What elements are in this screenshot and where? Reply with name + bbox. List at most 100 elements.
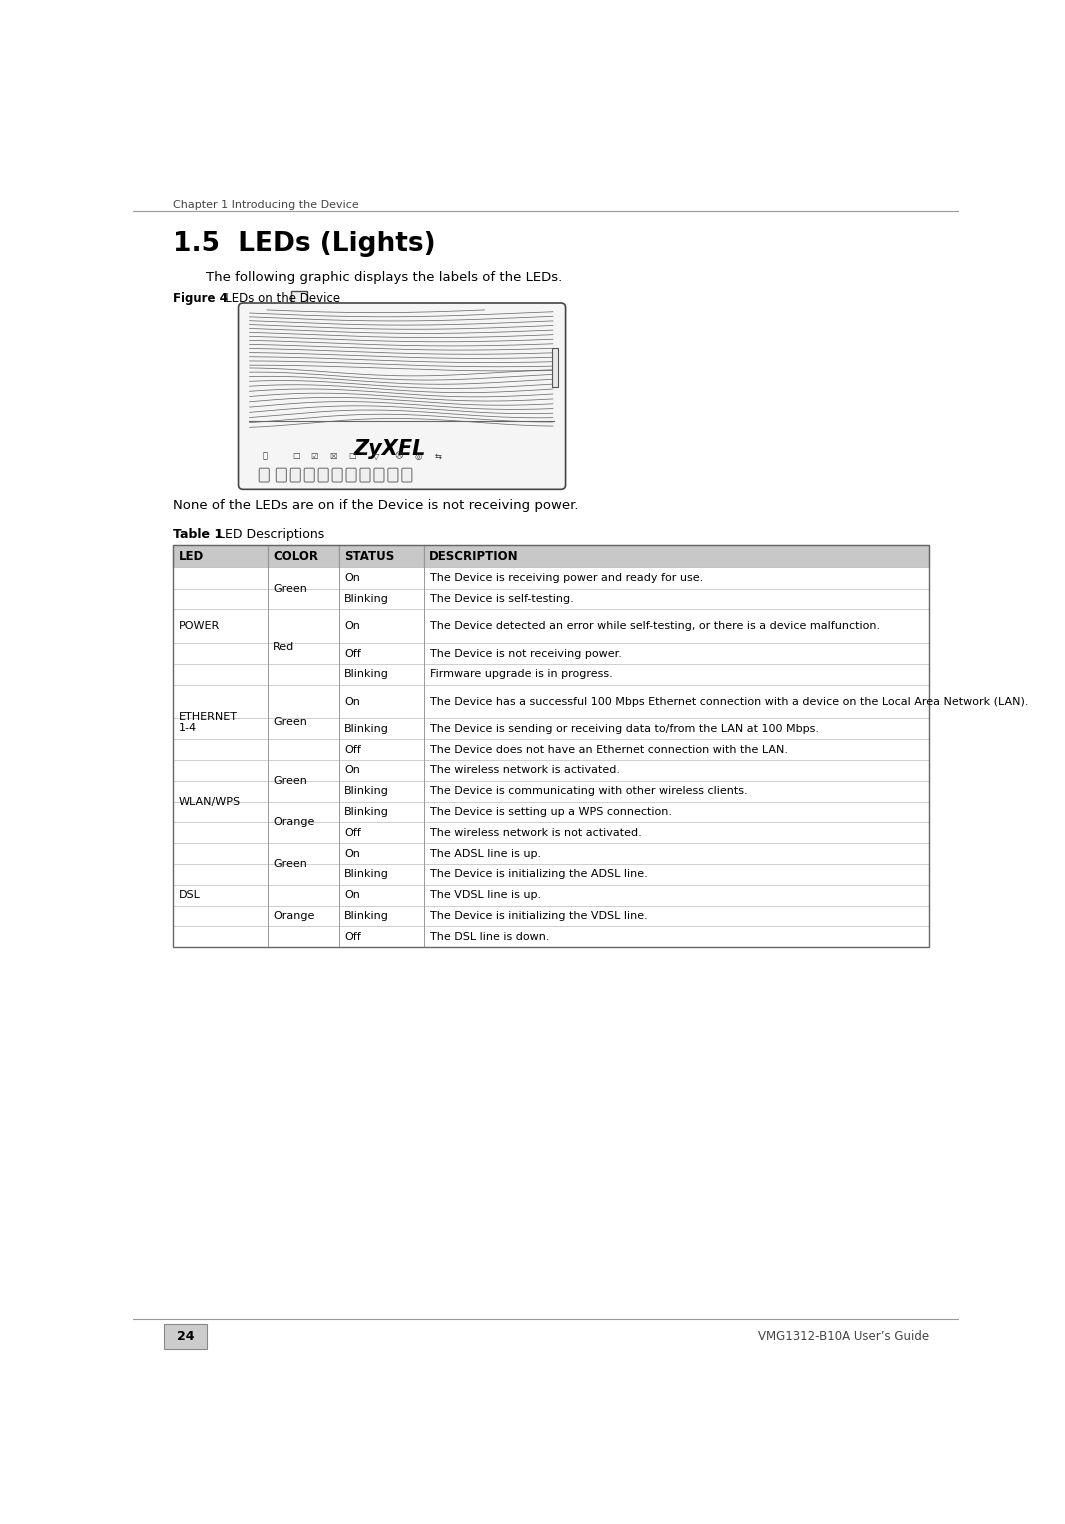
Text: Blinking: Blinking <box>344 594 389 604</box>
Bar <box>424 843 929 864</box>
Text: Blinking: Blinking <box>344 669 389 680</box>
Text: On: On <box>344 849 360 858</box>
Bar <box>424 684 929 718</box>
Bar <box>424 610 929 643</box>
Text: On: On <box>344 622 360 631</box>
Text: WLAN/WPS: WLAN/WPS <box>179 797 241 806</box>
Bar <box>174 760 268 780</box>
Text: Off: Off <box>344 649 361 658</box>
Bar <box>174 927 268 946</box>
FancyBboxPatch shape <box>239 303 566 489</box>
Text: LED Descriptions: LED Descriptions <box>206 527 324 541</box>
Text: Green: Green <box>274 776 307 786</box>
FancyBboxPatch shape <box>318 468 328 482</box>
Bar <box>174 905 268 927</box>
Bar <box>424 760 929 780</box>
Bar <box>339 905 424 927</box>
Text: Orange: Orange <box>274 817 314 828</box>
Text: ⏻: ⏻ <box>262 451 267 460</box>
Bar <box>291 291 307 308</box>
Text: Green: Green <box>274 584 307 594</box>
Bar <box>268 610 339 643</box>
Bar <box>339 843 424 864</box>
Bar <box>552 349 558 387</box>
Text: The Device is communicating with other wireless clients.: The Device is communicating with other w… <box>430 786 748 796</box>
Text: ETHERNET
1-4: ETHERNET 1-4 <box>179 712 237 733</box>
Bar <box>424 739 929 760</box>
Bar <box>268 684 339 718</box>
Bar <box>174 864 268 885</box>
Bar <box>174 610 268 643</box>
Bar <box>268 718 339 739</box>
Bar <box>268 905 339 927</box>
Bar <box>424 544 929 568</box>
Text: DSL: DSL <box>179 890 200 901</box>
Bar <box>174 802 268 823</box>
Text: ▽: ▽ <box>373 451 380 460</box>
Bar <box>174 843 268 864</box>
Bar <box>339 802 424 823</box>
Bar <box>268 568 339 588</box>
Text: VMG1312-B10A User’s Guide: VMG1312-B10A User’s Guide <box>758 1330 929 1343</box>
FancyBboxPatch shape <box>388 468 398 482</box>
Bar <box>339 544 424 568</box>
Bar <box>268 544 339 568</box>
Text: DESCRIPTION: DESCRIPTION <box>429 550 519 562</box>
Bar <box>339 780 424 802</box>
Text: The Device is sending or receiving data to/from the LAN at 100 Mbps.: The Device is sending or receiving data … <box>430 724 819 733</box>
Bar <box>339 643 424 664</box>
Bar <box>174 718 268 739</box>
Bar <box>339 823 424 843</box>
Bar <box>339 588 424 610</box>
Bar <box>174 664 268 684</box>
Text: 1.5  LEDs (Lights): 1.5 LEDs (Lights) <box>174 230 436 256</box>
Bar <box>268 843 339 864</box>
Bar <box>174 568 268 588</box>
Bar <box>268 739 339 760</box>
Text: Blinking: Blinking <box>344 869 389 879</box>
Text: The Device does not have an Ethernet connection with the LAN.: The Device does not have an Ethernet con… <box>430 745 788 754</box>
Bar <box>268 927 339 946</box>
Text: Green: Green <box>274 718 307 727</box>
Bar <box>268 864 339 885</box>
Text: The wireless network is not activated.: The wireless network is not activated. <box>430 828 641 838</box>
Text: The Device is initializing the VDSL line.: The Device is initializing the VDSL line… <box>430 911 648 920</box>
Text: Red: Red <box>274 642 295 652</box>
Bar <box>174 739 268 760</box>
Text: Off: Off <box>344 745 361 754</box>
Bar <box>268 823 339 843</box>
Text: COLOR: COLOR <box>274 550 318 562</box>
Text: Blinking: Blinking <box>344 911 389 920</box>
FancyBboxPatch shape <box>332 468 342 482</box>
Text: The Device is not receiving power.: The Device is not receiving power. <box>430 649 622 658</box>
FancyBboxPatch shape <box>305 468 314 482</box>
Bar <box>339 610 424 643</box>
Text: The Device is receiving power and ready for use.: The Device is receiving power and ready … <box>430 573 703 584</box>
Bar <box>424 927 929 946</box>
Text: ◎: ◎ <box>414 451 422 460</box>
FancyBboxPatch shape <box>402 468 412 482</box>
Text: The following graphic displays the labels of the LEDs.: The following graphic displays the label… <box>206 271 562 283</box>
Text: STATUS: STATUS <box>344 550 394 562</box>
Bar <box>268 664 339 684</box>
FancyBboxPatch shape <box>291 468 300 482</box>
Text: Green: Green <box>274 860 307 869</box>
Text: The Device is setting up a WPS connection.: The Device is setting up a WPS connectio… <box>430 806 672 817</box>
Bar <box>174 588 268 610</box>
Bar <box>164 1324 207 1349</box>
Bar <box>174 544 929 946</box>
Bar <box>424 643 929 664</box>
Bar <box>268 780 339 802</box>
Text: ☐: ☐ <box>348 451 356 460</box>
Text: ☒: ☒ <box>329 451 337 460</box>
Bar <box>339 739 424 760</box>
Bar <box>174 643 268 664</box>
Bar <box>339 568 424 588</box>
Text: The Device is self-testing.: The Device is self-testing. <box>430 594 573 604</box>
Text: Off: Off <box>344 828 361 838</box>
Bar <box>424 718 929 739</box>
Bar <box>424 588 929 610</box>
Text: Blinking: Blinking <box>344 806 389 817</box>
Bar <box>339 864 424 885</box>
Bar <box>174 780 268 802</box>
